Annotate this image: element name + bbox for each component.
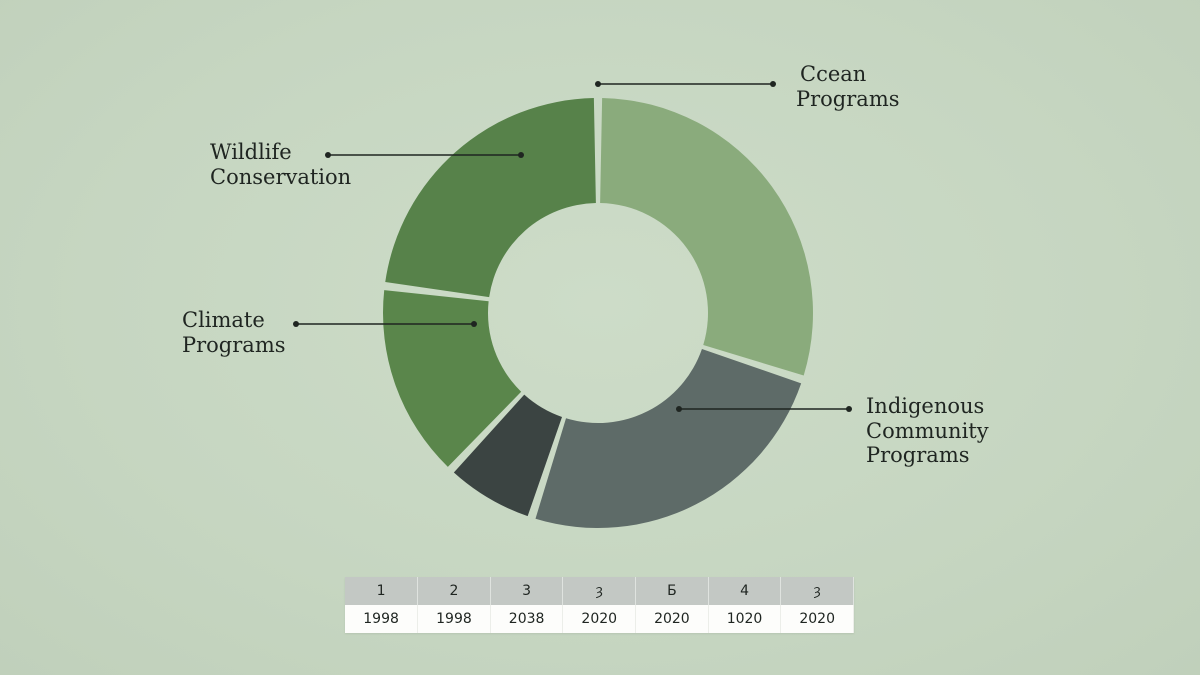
table-header-cell: 1 xyxy=(345,577,419,605)
table-header-cell: ȝ xyxy=(780,577,854,605)
table-header-cell: 3 xyxy=(490,577,564,605)
leader-dot-wildlife-end xyxy=(518,152,524,158)
table-cell: 1020 xyxy=(708,605,782,633)
table-header-row: 1 2 3 ȝ Б 4 ȝ xyxy=(345,577,854,605)
donut-slice-unlabeled xyxy=(453,394,563,517)
leader-dot-ocean-end xyxy=(770,81,776,87)
slice-label-climate-line-2: Programs xyxy=(182,333,286,357)
table-row: 1998 1998 2038 2020 2020 1020 2020 xyxy=(345,605,854,633)
donut-slice-wildlife-conservation xyxy=(385,98,596,298)
donut-slice-ccean-programs xyxy=(600,98,813,376)
data-table: 1 2 3 ȝ Б 4 ȝ 1998 1998 2038 2020 2020 1… xyxy=(345,577,854,633)
slice-label-indigenous-line-1: Indigenous xyxy=(866,394,984,418)
table-cell: 2020 xyxy=(780,605,854,633)
leader-dot-wildlife-start xyxy=(325,152,331,158)
leader-dot-ocean-start xyxy=(595,81,601,87)
slice-label-ocean-line-1: Ccean xyxy=(800,62,866,86)
slice-label-wildlife-line-2: Conservation xyxy=(210,165,351,189)
slice-label-indigenous-line-2: Community xyxy=(866,419,989,443)
table-cell: 2038 xyxy=(490,605,564,633)
table-header-cell: 4 xyxy=(708,577,782,605)
leader-dot-climate-end xyxy=(471,321,477,327)
donut-slices xyxy=(383,98,813,528)
label-indigenous-community-programs: Indigenous Community Programs xyxy=(676,394,989,467)
table-header-cell: Б xyxy=(635,577,709,605)
donut-slice-indigenous-community-programs xyxy=(535,348,802,528)
slice-label-wildlife-line-1: Wildlife xyxy=(210,140,292,164)
table-header-cell: 2 xyxy=(417,577,491,605)
slice-label-indigenous-line-3: Programs xyxy=(866,443,970,467)
table-cell: 2020 xyxy=(562,605,637,633)
table-cell: 2020 xyxy=(635,605,709,633)
leader-dot-climate-start xyxy=(293,321,299,327)
slice-label-ocean-line-2: Programs xyxy=(796,87,900,111)
label-ocean-programs: Ccean Programs xyxy=(595,62,900,111)
table-header-cell: ȝ xyxy=(562,577,637,605)
table-cell: 1998 xyxy=(417,605,491,633)
donut-slice-climate-programs xyxy=(383,290,522,467)
slice-label-climate-line-1: Climate xyxy=(182,308,265,332)
label-climate-programs: Climate Programs xyxy=(182,308,477,357)
label-wildlife-conservation: Wildlife Conservation xyxy=(210,140,524,189)
leader-dot-indigenous-start xyxy=(676,406,682,412)
table-cell: 1998 xyxy=(345,605,419,633)
leader-dot-indigenous-end xyxy=(846,406,852,412)
